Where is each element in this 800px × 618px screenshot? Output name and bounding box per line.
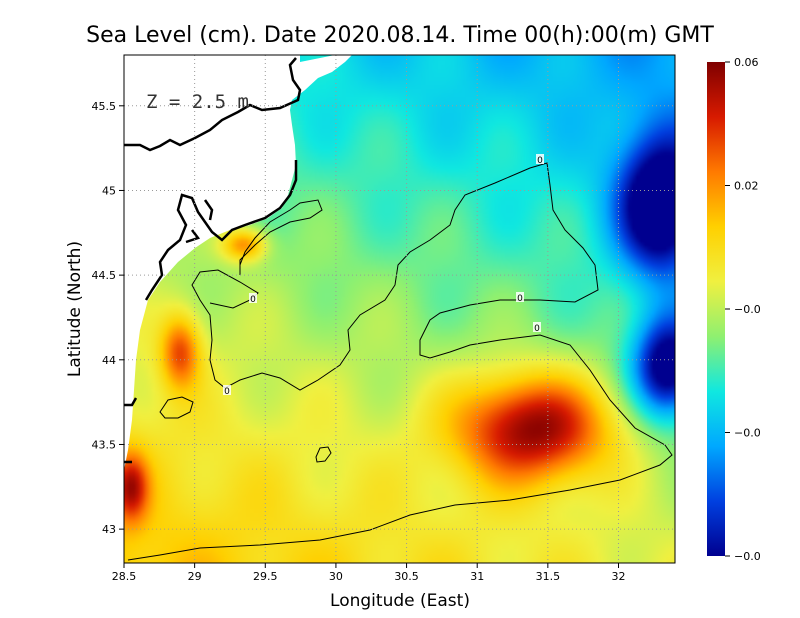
colorbar-label: −0.0 xyxy=(734,550,761,563)
y-axis-ticks: 43 43.5 44 44.5 45 45.5 xyxy=(92,100,124,536)
contour-label-bg xyxy=(516,292,524,302)
colorbar-label: −0.0 xyxy=(734,427,761,440)
x-axis-ticks: 28.5 29 29.5 30 30.5 31 31.5 32 xyxy=(112,563,625,583)
contour-label: 0 xyxy=(537,156,543,166)
coastline-crimea xyxy=(185,199,214,244)
contour-label: 0 xyxy=(224,387,230,397)
x-tick-label: 29 xyxy=(188,570,202,583)
x-tick-label: 30 xyxy=(329,570,343,583)
chart-title: Sea Level (cm). Date 2020.08.14. Time 00… xyxy=(86,23,714,48)
coastline-west xyxy=(124,397,138,464)
y-tick-label: 45.5 xyxy=(92,100,117,113)
x-tick-label: 31 xyxy=(470,570,484,583)
x-axis-label: Longitude (East) xyxy=(330,591,470,611)
contour-line xyxy=(127,162,673,561)
colorbar xyxy=(707,62,725,556)
y-tick-label: 44 xyxy=(102,354,116,367)
contour-label: 0 xyxy=(534,324,540,334)
plot-area: 0 0 0 0 0 xyxy=(124,55,675,563)
x-tick-label: 28.5 xyxy=(112,570,137,583)
contour-label: 0 xyxy=(250,295,256,305)
contour-line xyxy=(239,199,323,275)
grid-lines xyxy=(124,55,675,563)
x-tick-label: 31.5 xyxy=(536,570,561,583)
x-tick-label: 29.5 xyxy=(253,570,278,583)
land-north xyxy=(124,55,352,470)
contour-label-bg xyxy=(533,322,541,332)
contour-label-bg xyxy=(223,385,231,395)
contour-label-bg xyxy=(536,154,544,164)
depth-annotation: Z = 2.5 m xyxy=(146,91,249,113)
plot-frame xyxy=(123,54,676,564)
contour-line xyxy=(159,396,194,419)
y-tick-label: 45 xyxy=(102,184,116,197)
colorbar-label: 0.02 xyxy=(734,180,759,193)
y-axis-label: Latitude (North) xyxy=(65,241,85,377)
colorbar-label: 0.06 xyxy=(734,56,759,69)
x-tick-label: 32 xyxy=(611,570,625,583)
y-tick-label: 43 xyxy=(102,523,116,536)
land-mask xyxy=(124,55,352,470)
y-tick-label: 44.5 xyxy=(92,269,117,282)
y-tick-label: 43.5 xyxy=(92,438,117,451)
colorbar-label: −0.0 xyxy=(734,303,761,316)
colorbar-labels: 0.06 0.02 −0.0 −0.0 −0.0 xyxy=(725,56,761,563)
contour-line xyxy=(315,446,332,463)
contour-label-bg xyxy=(249,293,257,303)
zero-contours xyxy=(127,162,673,561)
x-tick-label: 30.5 xyxy=(394,570,419,583)
contour-labels: 0 0 0 0 0 xyxy=(223,154,544,397)
coastline-crimea xyxy=(144,160,298,301)
coastline-ukraine xyxy=(124,57,302,152)
contour-label: 0 xyxy=(517,294,523,304)
